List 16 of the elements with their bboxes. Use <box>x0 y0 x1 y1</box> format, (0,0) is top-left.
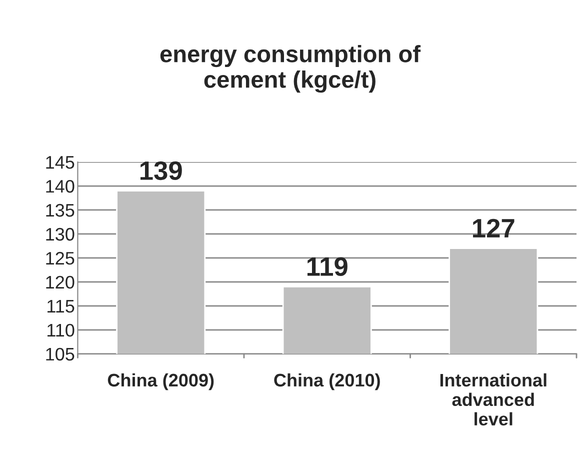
y-tick-label: 110 <box>48 324 74 337</box>
y-tick-label: 140 <box>46 180 74 193</box>
y-tick-label: 145 <box>46 156 74 169</box>
data-label: 127 <box>473 218 514 238</box>
x-tick-label: China (2010) <box>274 373 380 390</box>
y-tick-label: 120 <box>46 276 74 289</box>
y-tick-label: 125 <box>46 252 74 265</box>
x-tick-label: International advanced level <box>440 373 546 426</box>
y-tick-label: 130 <box>46 228 74 241</box>
chart-title: energy consumption of cement (kgce/t) <box>160 45 421 93</box>
data-label: 119 <box>307 257 348 276</box>
data-label: 139 <box>140 161 182 180</box>
x-tick-label: China (2009) <box>108 373 214 390</box>
y-tick-label: 115 <box>48 300 74 313</box>
y-tick-label: 105 <box>46 348 74 361</box>
y-tick-label: 135 <box>46 204 74 217</box>
